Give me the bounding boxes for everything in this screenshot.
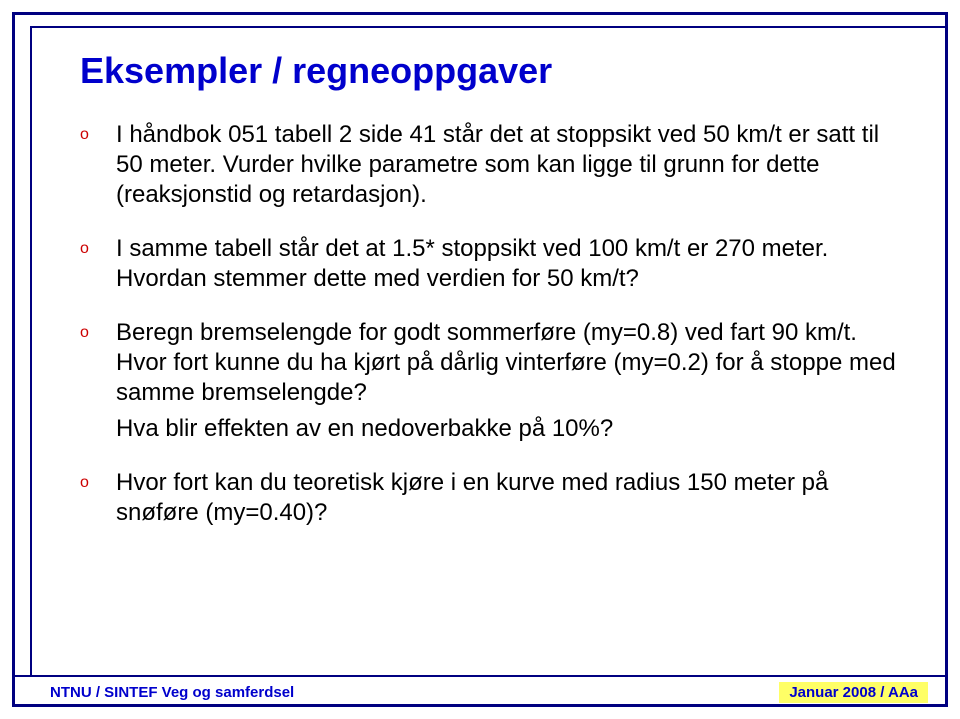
bullet-marker: o (80, 234, 116, 264)
slide-content: Eksempler / regneoppgaver o I håndbok 05… (80, 50, 900, 649)
bullet-item: o Beregn bremselengde for godt sommerfør… (80, 318, 900, 408)
bullet-text: Beregn bremselengde for godt sommerføre … (116, 318, 900, 408)
bullet-item: o I samme tabell står det at 1.5* stopps… (80, 234, 900, 294)
bullet-item: o Hvor fort kan du teoretisk kjøre i en … (80, 468, 900, 528)
bullet-marker: o (80, 468, 116, 498)
footer: NTNU / SINTEF Veg og samferdsel Januar 2… (30, 679, 948, 705)
bullet-text: I håndbok 051 tabell 2 side 41 står det … (116, 120, 900, 210)
bullet-marker: o (80, 120, 116, 150)
footer-left: NTNU / SINTEF Veg og samferdsel (50, 684, 294, 701)
bullet-marker: o (80, 318, 116, 348)
bullet-text: I samme tabell står det at 1.5* stoppsik… (116, 234, 900, 294)
bullet-item: Hva blir effekten av en nedoverbakke på … (80, 414, 900, 444)
footer-right: Januar 2008 / AAa (779, 682, 928, 703)
bullet-item: o I håndbok 051 tabell 2 side 41 står de… (80, 120, 900, 210)
bullet-text: Hva blir effekten av en nedoverbakke på … (116, 414, 900, 444)
slide-title: Eksempler / regneoppgaver (80, 50, 900, 92)
bullet-text: Hvor fort kan du teoretisk kjøre i en ku… (116, 468, 900, 528)
